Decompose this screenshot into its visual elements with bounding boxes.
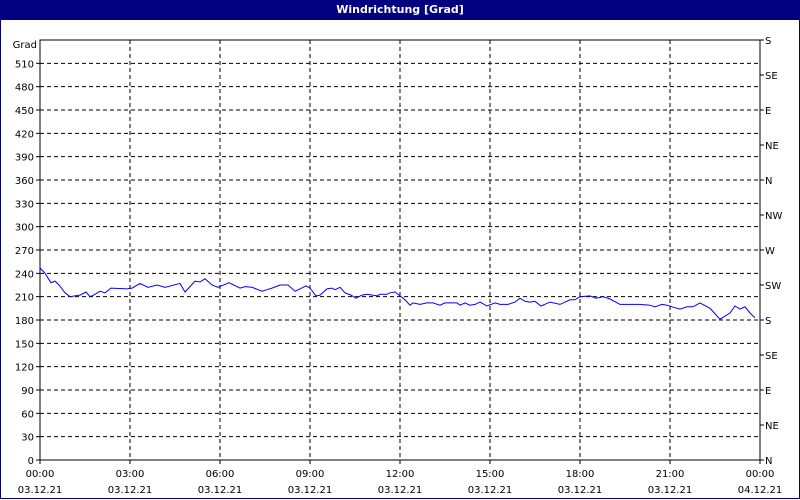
x-tick-date: 04.12.21: [738, 485, 783, 496]
x-tick-date: 03.12.21: [648, 485, 693, 496]
y-tick-label: 60: [21, 409, 34, 420]
x-tick-date: 03.12.21: [558, 485, 603, 496]
y-tick-label: 450: [15, 106, 34, 117]
y2-tick-label: N: [765, 456, 772, 467]
x-tick-date: 03.12.21: [468, 485, 513, 496]
x-tick-time: 21:00: [656, 469, 685, 480]
y-tick-label: 240: [15, 269, 34, 280]
y-tick-label: 330: [15, 199, 34, 210]
y-tick-label: 420: [15, 129, 34, 140]
y-tick-label: 300: [15, 223, 34, 234]
y2-tick-label: NW: [765, 211, 782, 222]
y2-tick-label: SW: [765, 281, 781, 292]
y-tick-label: 90: [21, 386, 34, 397]
y-tick-label: 150: [15, 339, 34, 350]
y2-tick-label: E: [765, 106, 771, 117]
x-tick-time: 03:00: [116, 469, 145, 480]
y2-tick-label: N: [765, 176, 772, 187]
y2-tick-label: NE: [765, 141, 779, 152]
y-tick-label: 120: [15, 363, 34, 374]
x-tick-time: 06:00: [206, 469, 235, 480]
x-tick-time: 12:00: [386, 469, 415, 480]
series-line: [39, 267, 756, 320]
x-tick-time: 15:00: [476, 469, 505, 480]
y2-tick-label: SE: [765, 351, 778, 362]
y-tick-label: 390: [15, 153, 34, 164]
x-tick-date: 03.12.21: [378, 485, 423, 496]
x-tick-date: 03.12.21: [288, 485, 333, 496]
x-tick-date: 03.12.21: [108, 485, 153, 496]
y-axis-label: Grad: [13, 40, 37, 51]
y-tick-label: 180: [15, 316, 34, 327]
y-tick-label: 270: [15, 246, 34, 257]
y-tick-label: 0: [28, 456, 34, 467]
x-tick-time: 00:00: [26, 469, 55, 480]
y2-tick-label: S: [765, 36, 771, 47]
window-title: Windrichtung [Grad]: [0, 0, 800, 20]
x-tick-time: 00:00: [746, 469, 775, 480]
y2-tick-label: E: [765, 386, 771, 397]
y-tick-label: 30: [21, 433, 34, 444]
x-tick-time: 09:00: [296, 469, 325, 480]
y-tick-label: 360: [15, 176, 34, 187]
y-tick-label: 510: [15, 59, 34, 70]
y-tick-label: 480: [15, 83, 34, 94]
plot-border: [39, 39, 761, 461]
x-tick-time: 18:00: [566, 469, 595, 480]
y2-tick-label: NE: [765, 421, 779, 432]
x-tick-date: 03.12.21: [198, 485, 243, 496]
y-tick-label: 210: [15, 293, 34, 304]
y2-tick-label: S: [765, 316, 771, 327]
y2-tick-label: SE: [765, 71, 778, 82]
x-tick-date: 03.12.21: [18, 485, 63, 496]
y2-tick-label: W: [765, 246, 775, 257]
